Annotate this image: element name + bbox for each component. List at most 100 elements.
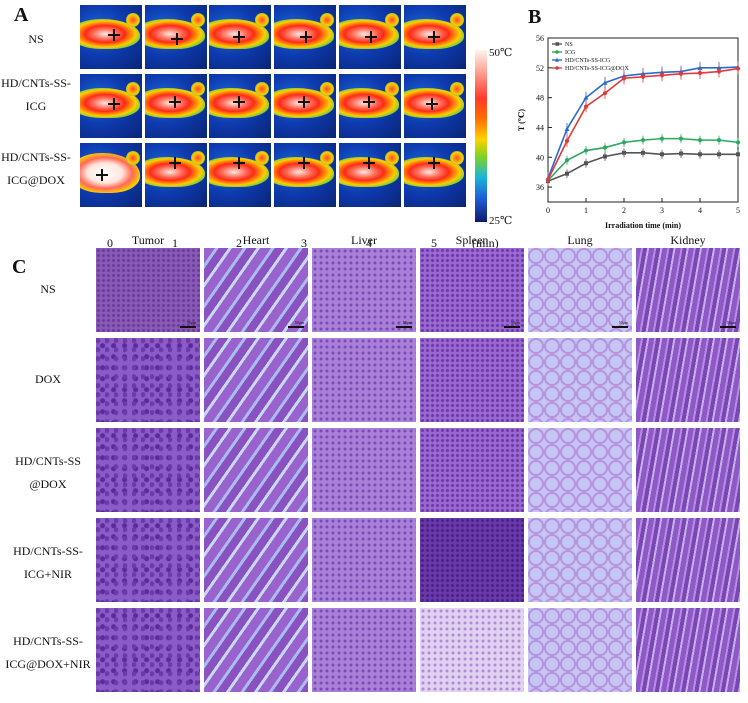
- column-header-spleen: Spleen: [455, 233, 489, 247]
- row-label-line2: ICG@DOX: [7, 173, 65, 187]
- histology-row-label: HD/CNTs-SS- ICG@DOX+NIR: [0, 634, 96, 672]
- x-axis-label: Irradiation time (min): [605, 221, 681, 230]
- crosshair-icon: [365, 31, 377, 43]
- legend-label: HD/CNTs-SS-ICG@DOX: [565, 66, 629, 72]
- data-point: [640, 138, 646, 143]
- data-point: [735, 66, 741, 71]
- crosshair-icon: [298, 157, 310, 169]
- data-point: [621, 140, 627, 145]
- crosshair-icon: [363, 96, 375, 108]
- data-point: [679, 151, 683, 156]
- data-point: [735, 140, 741, 145]
- data-point: [716, 138, 722, 143]
- data-point: [640, 74, 646, 79]
- histology-image-liver-r1: 50μm: [312, 248, 416, 332]
- plot-frame: [547, 37, 739, 203]
- thermal-image-r2-t2: [209, 74, 271, 138]
- scale-bar-label: 50μm: [402, 320, 412, 325]
- histology-image-kidney-r1: 50μm: [636, 248, 740, 332]
- y-tick-label: 52: [536, 64, 544, 73]
- temperature-colorbar: [475, 50, 487, 222]
- time-label: 3: [301, 236, 307, 250]
- series-line-1: [547, 137, 739, 181]
- histology-image-tumor-r5: [96, 608, 200, 692]
- data-point: [678, 136, 684, 141]
- data-point: [698, 152, 702, 157]
- row-label-line1: HD/CNTs-SS-: [13, 544, 83, 558]
- thermal-image-r2-t0: [80, 74, 142, 138]
- legend-label: HD/CNTs-SS-ICG: [565, 58, 611, 64]
- data-point: [717, 152, 721, 157]
- scale-bar: [396, 326, 412, 328]
- column-header-lung: Lung: [567, 233, 593, 247]
- scale-bar: [180, 326, 196, 328]
- time-label: 5: [431, 236, 437, 250]
- data-point: [583, 104, 589, 109]
- thermal-image-r1-t1: [145, 5, 207, 69]
- row-label-line1: DOX: [35, 372, 61, 386]
- row-label-line1: HD/CNTs-SS-: [13, 634, 83, 648]
- legend-marker: [555, 42, 560, 46]
- legend-marker: [555, 57, 559, 62]
- crosshair-icon: [169, 157, 181, 169]
- row-label-line1: HD/CNTs-SS-: [1, 150, 71, 164]
- scale-bar: [504, 326, 520, 328]
- crosshair-icon: [233, 157, 245, 169]
- histology-image-lung-r3: [528, 428, 632, 512]
- row-label-line2: @DOX: [29, 477, 67, 491]
- x-tick-label: 1: [584, 206, 588, 215]
- data-point: [736, 152, 740, 157]
- thermal-image-r3-t2: [209, 143, 271, 207]
- histology-image-lung-r5: [528, 608, 632, 692]
- x-tick-label: 3: [660, 206, 664, 215]
- row-label-line1: NS: [28, 32, 44, 46]
- crosshair-icon: [108, 29, 120, 41]
- scale-bar-label: 50μm: [726, 320, 736, 325]
- panel-b-letter: B: [528, 6, 542, 28]
- colorbar-min-label: 25℃: [489, 215, 513, 227]
- data-point: [602, 80, 608, 85]
- thermal-image-r3-t3: [274, 143, 336, 207]
- column-header-heart: Heart: [242, 233, 270, 247]
- series-line-3: [547, 67, 739, 180]
- column-header-tumor: Tumor: [131, 233, 165, 247]
- x-tick-label: 2: [622, 206, 626, 215]
- thermal-image-r2-t4: [339, 74, 401, 138]
- data-point: [641, 150, 645, 155]
- y-tick-label: 36: [536, 183, 544, 192]
- column-header-kidney: Kidney: [670, 233, 706, 247]
- data-point: [603, 154, 607, 159]
- data-point: [564, 126, 570, 131]
- legend-label: NS: [565, 42, 573, 48]
- y-tick-label: 48: [536, 94, 544, 103]
- colorbar-max-label: 50℃: [489, 47, 513, 59]
- histology-image-liver-r5: [312, 608, 416, 692]
- time-label: 1: [172, 236, 178, 250]
- data-point: [564, 138, 570, 143]
- crosshair-icon: [233, 96, 245, 108]
- crosshair-icon: [428, 31, 440, 43]
- panel-c-letter: C: [12, 256, 27, 278]
- column-header-liver: Liver: [351, 233, 377, 247]
- histology-row-label: NS: [0, 282, 96, 297]
- histology-image-heart-r1: 50μm: [204, 248, 308, 332]
- data-point: [545, 177, 551, 182]
- crosshair-icon: [233, 31, 245, 43]
- thermal-image-r3-t0: [80, 143, 142, 207]
- histology-image-liver-r4: [312, 518, 416, 602]
- y-tick-label: 56: [536, 34, 544, 43]
- histology-image-kidney-r4: [636, 518, 740, 602]
- y-tick-label: 44: [536, 123, 544, 132]
- histology-image-kidney-r5: [636, 608, 740, 692]
- data-point: [565, 171, 569, 176]
- data-point: [622, 150, 626, 155]
- x-tick-label: 4: [698, 206, 702, 215]
- crosshair-icon: [108, 98, 120, 110]
- data-point: [697, 138, 703, 143]
- row-label-line2: ICG+NIR: [23, 567, 73, 581]
- histology-image-tumor-r1: 50μm: [96, 248, 200, 332]
- x-tick-label: 5: [736, 206, 740, 215]
- legend-label: ICG: [565, 50, 576, 56]
- histology-image-lung-r1: 50μm: [528, 248, 632, 332]
- thermal-image-r2-t3: [274, 74, 336, 138]
